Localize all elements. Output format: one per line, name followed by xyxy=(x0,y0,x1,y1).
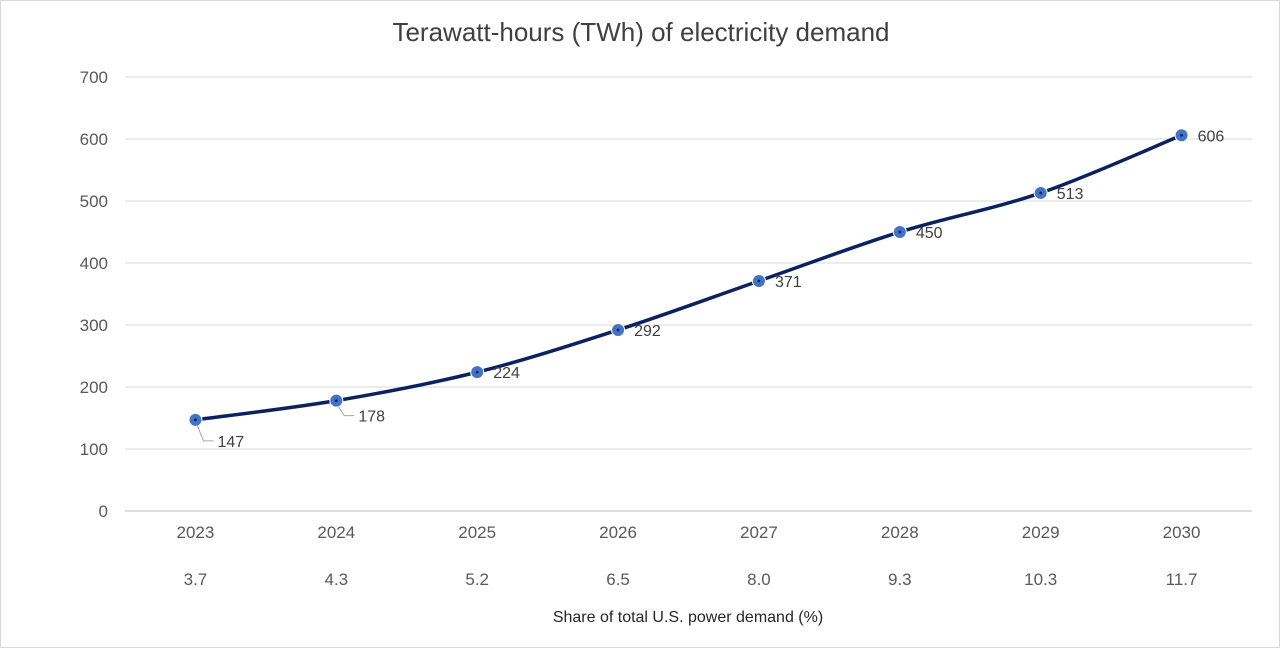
data-marker-center xyxy=(1180,133,1183,137)
data-marker-center xyxy=(616,328,620,332)
x-tick-label: 2026 xyxy=(599,523,637,542)
x-secondary-tick-label: 10.3 xyxy=(1024,570,1057,589)
x-tick-label: 2023 xyxy=(177,523,215,542)
x-tick-label: 2027 xyxy=(740,523,778,542)
y-tick-label: 500 xyxy=(80,192,108,211)
x-tick-label: 2025 xyxy=(458,523,496,542)
x-secondary-tick-label: 8.0 xyxy=(747,570,771,589)
y-tick-label: 300 xyxy=(80,316,108,335)
x-secondary-tick-label: 6.5 xyxy=(606,570,630,589)
x-tick-label: 2029 xyxy=(1022,523,1060,542)
series-line xyxy=(193,133,1184,422)
data-label: 606 xyxy=(1198,128,1225,145)
data-label: 178 xyxy=(358,409,385,426)
y-tick-label: 700 xyxy=(80,68,108,87)
x-secondary-tick-label: 9.3 xyxy=(888,570,912,589)
x-secondary-tick-label: 5.2 xyxy=(465,570,489,589)
data-label-leader xyxy=(196,425,214,442)
data-label: 147 xyxy=(217,434,244,451)
x-secondary-tick-label: 4.3 xyxy=(324,570,348,589)
y-tick-label: 200 xyxy=(80,378,108,397)
gridlines xyxy=(125,76,1252,512)
y-tick-label: 400 xyxy=(80,254,108,273)
data-label-leader xyxy=(337,406,355,417)
x-tick-label: 2030 xyxy=(1163,523,1201,542)
y-tick-label: 600 xyxy=(80,130,108,149)
y-tick-label: 0 xyxy=(99,502,108,521)
data-labels: 147 178 224 292 371 450 513 606 xyxy=(196,128,1225,451)
x-axis-title: Share of total U.S. power demand (%) xyxy=(553,609,823,626)
data-label: 292 xyxy=(634,323,661,340)
x-axis-secondary-ticks: 3.7 4.3 5.2 6.5 8.0 9.3 10.3 11.7 xyxy=(184,570,1198,589)
x-axis-ticks: 2023 2024 2025 2026 2027 2028 2029 2030 xyxy=(177,523,1201,542)
data-label: 224 xyxy=(493,365,520,382)
x-secondary-tick-label: 11.7 xyxy=(1166,570,1198,589)
x-secondary-tick-label: 3.7 xyxy=(184,570,208,589)
data-label: 513 xyxy=(1057,186,1084,203)
y-axis-ticks: 0 100 200 300 400 500 600 700 xyxy=(80,68,108,521)
data-label: 371 xyxy=(775,274,802,291)
data-marker-center xyxy=(757,279,761,283)
chart-title: Terawatt-hours (TWh) of electricity dema… xyxy=(392,17,889,47)
data-marker-center xyxy=(334,399,338,403)
data-markers xyxy=(188,128,1189,427)
series-line-group xyxy=(193,133,1184,422)
data-label: 450 xyxy=(916,225,943,242)
data-marker-center xyxy=(898,230,902,234)
data-marker-center xyxy=(475,370,479,374)
data-marker-center xyxy=(1039,191,1043,195)
y-tick-label: 100 xyxy=(80,440,108,459)
data-marker-center xyxy=(194,418,197,422)
x-tick-label: 2024 xyxy=(317,523,355,542)
x-tick-label: 2028 xyxy=(881,523,919,542)
